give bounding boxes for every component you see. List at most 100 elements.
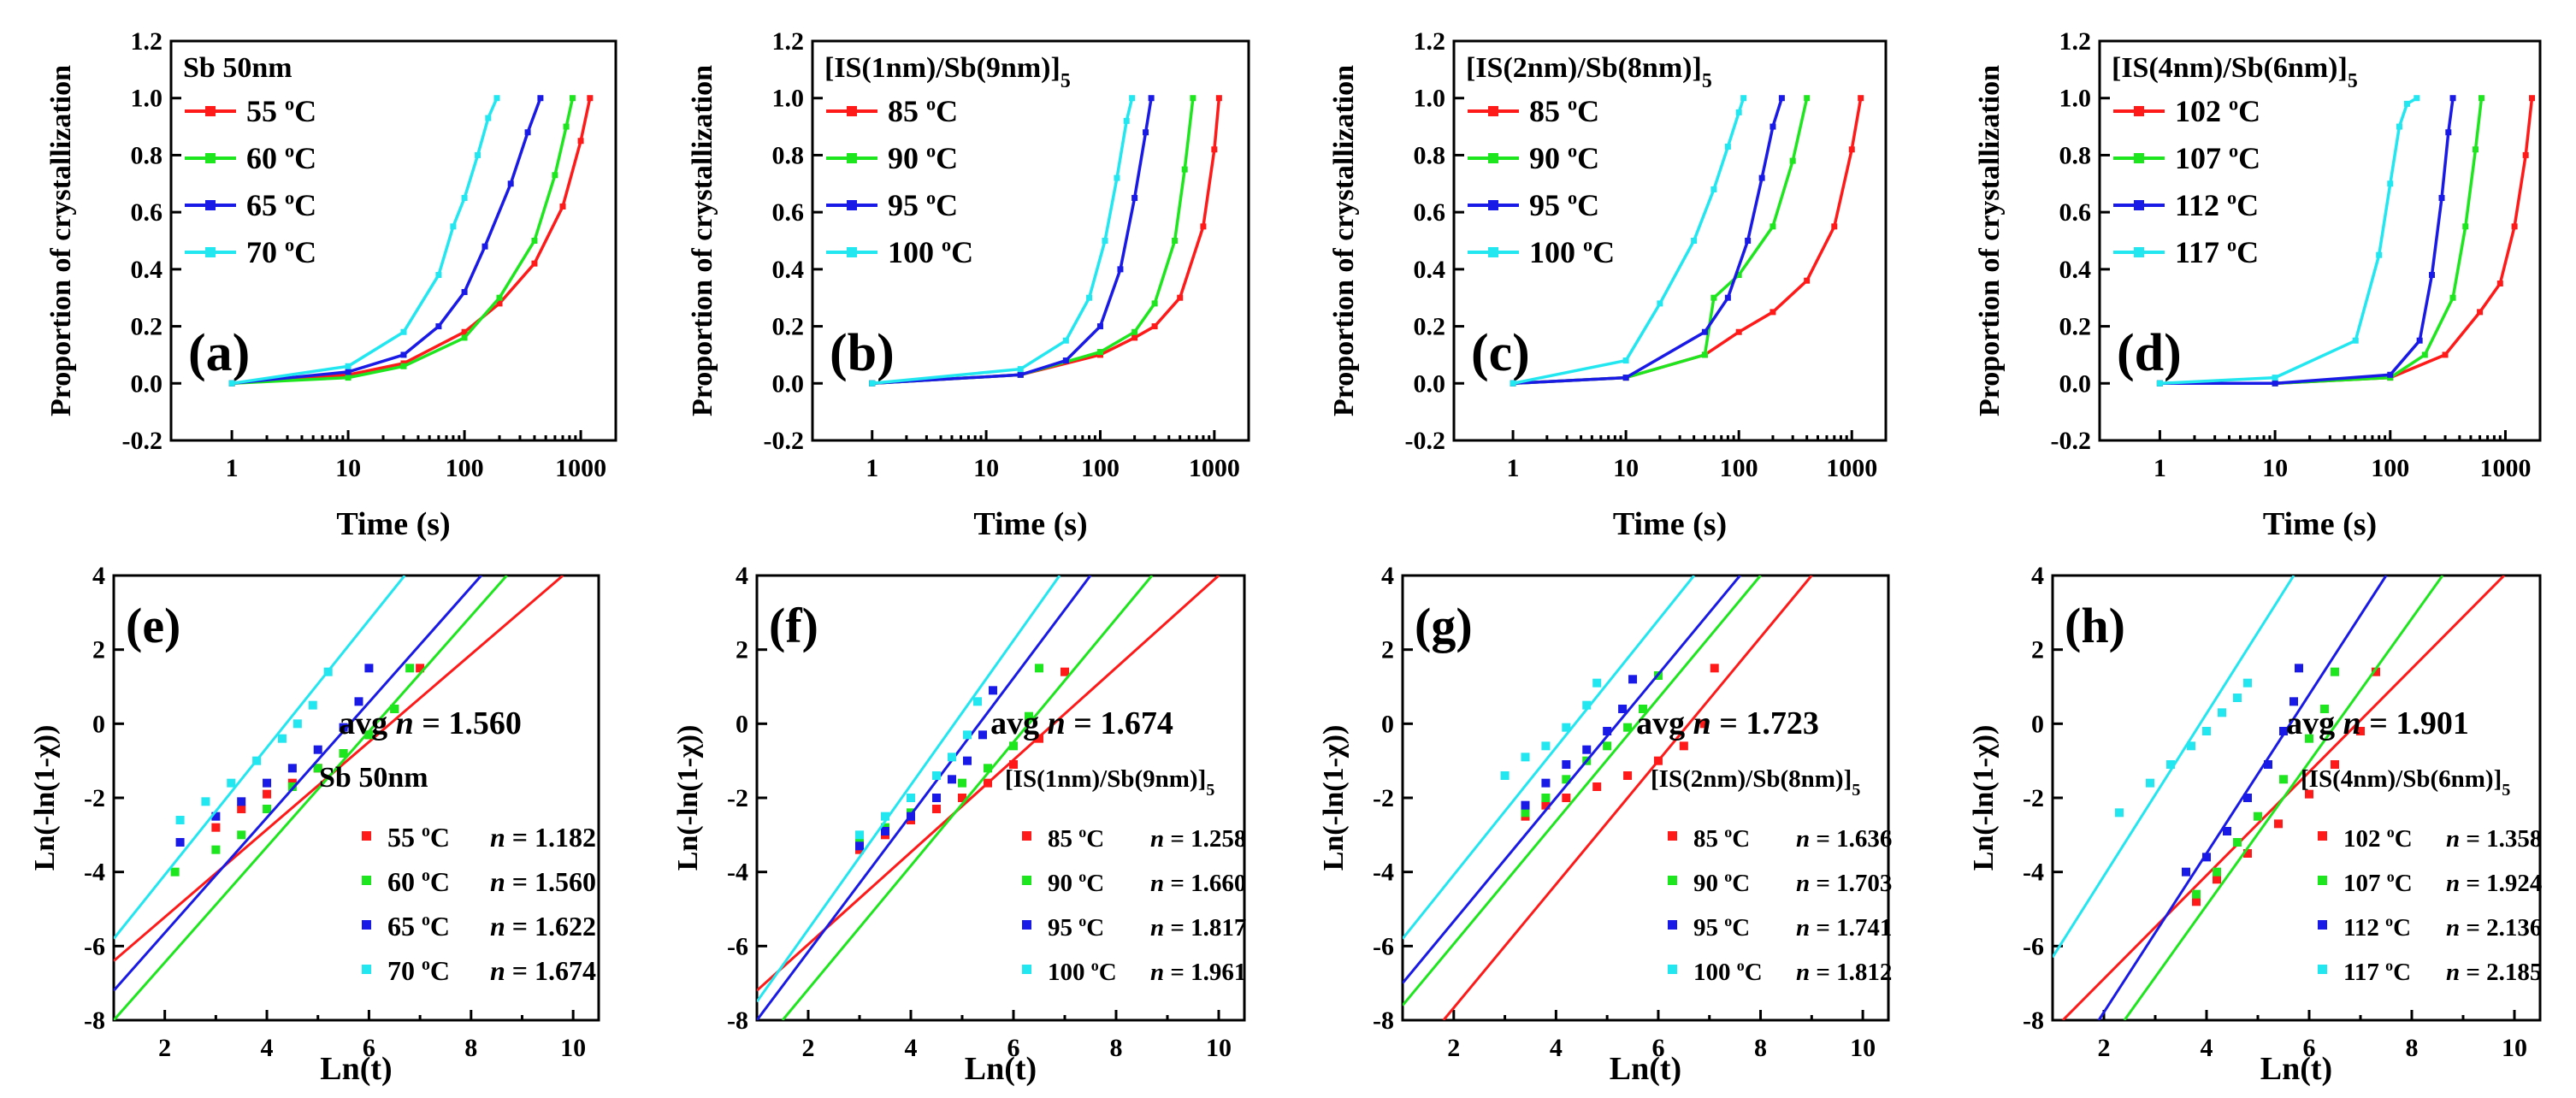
data-point	[400, 351, 407, 358]
legend-label: 90 oC	[1048, 868, 1104, 897]
data-point	[263, 778, 272, 788]
data-point	[1758, 174, 1765, 181]
legend-label: 65 oC	[387, 911, 450, 942]
plot-frame	[2051, 574, 2542, 1022]
legend-title: [IS(2nm)/Sb(8nm)]5	[1651, 765, 1860, 800]
data-point	[1679, 741, 1688, 751]
data-point	[1181, 166, 1188, 173]
data-point	[450, 223, 457, 230]
y-tick-label: -6	[727, 932, 748, 960]
legend-marker	[1668, 965, 1677, 974]
legend-title: Sb 50nm	[319, 762, 428, 794]
plot-area	[1403, 576, 1813, 1020]
data-point	[263, 789, 272, 799]
x-axis-label: Ln(t)	[965, 1051, 1037, 1087]
data-point	[2264, 760, 2272, 769]
y-tick-label: 0.0	[1414, 369, 1446, 398]
x-tick-label: 100	[1081, 454, 1120, 482]
data-point	[2254, 812, 2262, 821]
data-point	[2274, 819, 2283, 829]
x-tick-label: 1000	[1189, 454, 1240, 482]
x-tick-label: 4	[905, 1034, 918, 1062]
data-point	[1148, 95, 1155, 102]
data-point	[2213, 875, 2221, 884]
x-tick-label: 4	[1550, 1034, 1563, 1062]
legend-n-value: n = 1.622	[490, 911, 596, 942]
legend-label: 95 oC	[888, 186, 958, 222]
data-point	[2279, 727, 2288, 735]
y-tick-label: -2	[727, 784, 748, 812]
panel-d: 1 10 100 1000 -0.2 0.0 0.2 0.4 0.6 0.8 1.0 1.2 Time …	[1974, 27, 2542, 542]
plot-frame	[811, 39, 1250, 442]
legend-marker	[2318, 965, 2327, 974]
legend-marker	[362, 831, 371, 841]
legend-label: 55 oC	[246, 92, 316, 128]
panel-label: (g)	[1415, 598, 1473, 653]
legend-label: 102 oC	[2175, 92, 2260, 128]
legend-label: 90 oC	[888, 139, 958, 175]
legend-n-value: n = 1.741	[1796, 914, 1892, 942]
data-point	[263, 805, 272, 813]
data-point	[2115, 808, 2124, 818]
y-tick-label: -4	[1373, 859, 1394, 887]
data-point	[211, 823, 221, 832]
x-tick-label: 8	[1110, 1034, 1123, 1062]
data-point	[2387, 371, 2394, 378]
data-point	[569, 95, 576, 102]
data-point	[881, 827, 889, 835]
data-point	[1770, 309, 1776, 316]
data-point	[201, 797, 210, 806]
data-point	[1691, 238, 1698, 244]
data-point	[323, 667, 333, 676]
data-point	[2403, 100, 2410, 107]
fit-line	[114, 576, 508, 1020]
x-tick-label: 10	[335, 454, 361, 482]
data-point	[984, 778, 992, 788]
legend-marker	[2318, 920, 2327, 930]
data-point	[292, 719, 302, 729]
data-point	[1025, 711, 1033, 721]
data-point	[345, 369, 352, 375]
x-tick-label: 4	[2201, 1034, 2213, 1062]
y-tick-label: -8	[2023, 1006, 2044, 1035]
series-line	[1513, 97, 1784, 386]
data-point	[2472, 146, 2479, 153]
legend-marker	[847, 153, 857, 163]
y-tick-label: -6	[2023, 932, 2044, 960]
fit-line	[2123, 576, 2444, 1020]
data-point	[1770, 223, 1776, 230]
plot-frame	[2098, 39, 2542, 442]
data-point	[907, 812, 915, 821]
data-point	[1639, 705, 1648, 713]
data-point	[1582, 745, 1592, 754]
panel-label: (e)	[126, 598, 180, 653]
data-point	[531, 260, 538, 267]
x-tick-label: 1	[1507, 454, 1520, 482]
plot-frame	[1452, 39, 1888, 442]
x-tick-label: 2	[802, 1034, 815, 1062]
avg-n-label: avg n = 1.674	[990, 705, 1173, 741]
y-tick-label: 1.0	[772, 85, 805, 113]
data-point	[932, 805, 941, 813]
y-tick-label: -2	[84, 784, 105, 812]
data-point	[1062, 357, 1069, 364]
data-point	[2233, 838, 2242, 847]
data-point	[1623, 723, 1633, 732]
data-point	[1521, 753, 1530, 762]
panel-label: (d)	[2117, 324, 2182, 382]
data-point	[1211, 146, 1218, 153]
y-axis-label: Ln(-ln(1-χ))	[672, 725, 704, 871]
legend-marker	[2318, 876, 2327, 885]
data-point	[1562, 723, 1571, 732]
plot-area	[2156, 95, 2535, 387]
fit-line	[1403, 576, 1695, 940]
data-point	[2320, 705, 2329, 713]
data-point	[963, 756, 972, 765]
y-tick-label: -2	[1373, 784, 1394, 812]
y-tick-label: 0.6	[1414, 198, 1446, 227]
fit-line	[757, 576, 1061, 1003]
legend-n-value: n = 1.560	[490, 866, 596, 897]
data-point	[2243, 794, 2252, 802]
x-axis-label: Ln(t)	[320, 1051, 392, 1087]
legend-marker	[205, 200, 216, 210]
